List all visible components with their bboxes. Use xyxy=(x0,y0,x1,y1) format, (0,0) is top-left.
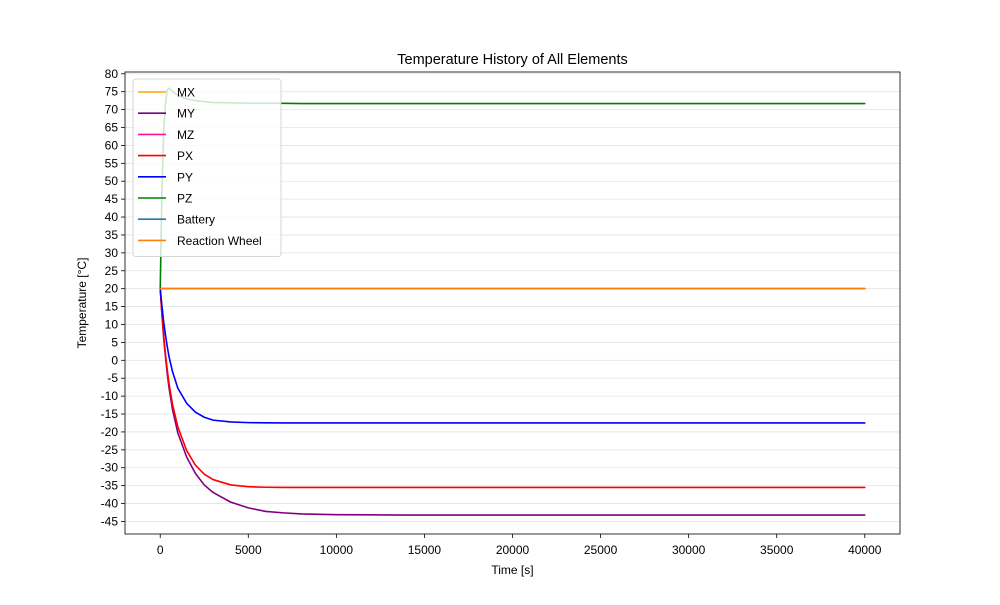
legend: MX MY MZ PX PY PZ Battery Reaction Wheel xyxy=(132,78,282,258)
legend-label-battery: Battery xyxy=(177,213,215,227)
y-tick-label: 30 xyxy=(105,246,119,260)
y-tick-label: -20 xyxy=(101,425,119,439)
x-tick-label: 10000 xyxy=(320,543,354,557)
y-tick-label: -45 xyxy=(101,514,119,528)
legend-label-pz: PZ xyxy=(177,192,192,206)
legend-label-px: PX xyxy=(177,149,193,163)
y-tick-label: 40 xyxy=(105,210,119,224)
y-tick-label: 80 xyxy=(105,67,119,81)
legend-label-my: MY xyxy=(177,107,195,121)
series-line-py xyxy=(159,287,866,424)
y-tick-label: 10 xyxy=(105,317,119,331)
legend-box xyxy=(132,78,282,258)
series-layer xyxy=(159,87,866,516)
x-axis-label: Time [s] xyxy=(491,563,533,577)
y-tick-label: -10 xyxy=(101,389,119,403)
y-axis-label: Temperature [°C] xyxy=(75,258,89,349)
y-tick-label: 50 xyxy=(105,174,119,188)
x-tick-label: 15000 xyxy=(408,543,442,557)
y-tick-label: -15 xyxy=(101,407,119,421)
tick-layer: -45 -40 -35 -30 -25 -20 -15 -10 -5 0 5 10 15 20 25 30 35… xyxy=(101,67,882,557)
grid-layer xyxy=(125,73,900,522)
legend-label-mz: MZ xyxy=(177,128,194,142)
y-tick-label: 0 xyxy=(111,353,118,367)
legend-label-reaction-wheel: Reaction Wheel xyxy=(177,234,262,248)
y-tick-label: -25 xyxy=(101,443,119,457)
y-tick-label: 15 xyxy=(105,300,119,314)
y-tick-label: 75 xyxy=(105,85,119,99)
y-tick-label: 70 xyxy=(105,103,119,117)
y-tick-label: 45 xyxy=(105,192,119,206)
x-tick-label: 5000 xyxy=(235,543,262,557)
x-tick-label: 40000 xyxy=(848,543,882,557)
y-tick-label: 60 xyxy=(105,138,119,152)
y-tick-label: -5 xyxy=(107,371,118,385)
x-tick-label: 0 xyxy=(157,543,164,557)
x-tick-label: 20000 xyxy=(496,543,530,557)
y-tick-label: 55 xyxy=(105,156,119,170)
chart-title: Temperature History of All Elements xyxy=(397,52,627,68)
y-tick-label: -40 xyxy=(101,497,119,511)
x-tick-label: 25000 xyxy=(584,543,618,557)
y-tick-label: -30 xyxy=(101,461,119,475)
legend-label-py: PY xyxy=(177,170,193,184)
y-tick-label: 65 xyxy=(105,121,119,135)
x-tick-label: 30000 xyxy=(672,543,706,557)
y-tick-label: 20 xyxy=(105,282,119,296)
y-tick-label: 35 xyxy=(105,228,119,242)
y-tick-label: 25 xyxy=(105,264,119,278)
y-tick-label: 5 xyxy=(111,335,118,349)
y-tick-label: -35 xyxy=(101,479,119,493)
legend-label-mx: MX xyxy=(177,86,195,100)
x-tick-label: 35000 xyxy=(760,543,794,557)
series-line-px xyxy=(159,287,866,489)
